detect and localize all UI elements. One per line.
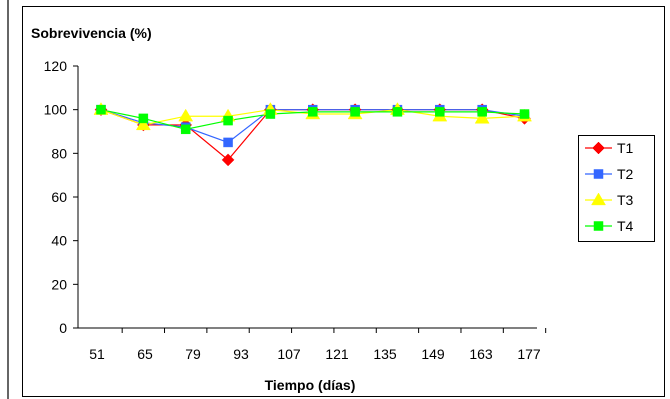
x-tick-label: 93 xyxy=(233,346,249,362)
data-point-t3 xyxy=(135,117,151,131)
data-point-t4 xyxy=(350,107,360,117)
legend-label-t1: T1 xyxy=(617,140,634,156)
data-point-t4 xyxy=(519,109,530,119)
y-tick-label: 0 xyxy=(59,320,67,336)
data-point-t4 xyxy=(435,107,445,117)
x-tick-label: 121 xyxy=(325,346,349,362)
x-tick-label: 51 xyxy=(89,346,105,362)
y-tick-label: 60 xyxy=(51,189,67,205)
legend-label-t4: T4 xyxy=(617,218,634,234)
y-tick-label: 40 xyxy=(51,233,67,249)
data-point-t3 xyxy=(178,108,194,122)
data-point-t1 xyxy=(221,153,235,167)
x-tick-label: 79 xyxy=(185,346,201,362)
chart-area-border xyxy=(22,6,665,397)
y-tick-label: 120 xyxy=(44,58,68,74)
x-tick-label: 177 xyxy=(517,346,541,362)
data-point-t4 xyxy=(223,115,233,126)
y-axis-title: Sobrevivencia (%) xyxy=(31,25,152,41)
y-tick-label: 80 xyxy=(51,145,67,161)
y-tick-label: 20 xyxy=(51,276,67,292)
data-point-t4 xyxy=(96,104,106,115)
x-tick-label: 163 xyxy=(469,346,493,362)
x-axis-ticks: 51 65 79 93 107 121 135 149 163 177 xyxy=(89,328,547,362)
x-tick-label: 107 xyxy=(277,346,301,362)
x-tick-label: 149 xyxy=(421,346,445,362)
legend-box xyxy=(578,135,655,242)
data-point-t4 xyxy=(477,107,487,117)
legend-label-t3: T3 xyxy=(617,192,634,208)
legend-label-t2: T2 xyxy=(617,166,634,182)
series-markers xyxy=(93,102,532,167)
data-point-t4 xyxy=(308,107,318,117)
y-axis-ticks: 0 20 40 60 80 100 120 xyxy=(44,58,78,336)
x-tick-label: 135 xyxy=(373,346,397,362)
legend: T1 T2 T3 T4 xyxy=(585,140,634,234)
data-point-t4 xyxy=(265,109,276,119)
data-point-t4 xyxy=(180,124,191,135)
legend-marker-t2 xyxy=(593,169,604,179)
data-point-t4 xyxy=(138,113,149,124)
legend-marker-t1 xyxy=(592,141,605,155)
legend-marker-t4 xyxy=(593,221,604,231)
x-tick-label: 65 xyxy=(137,346,153,362)
y-tick-label: 100 xyxy=(44,102,68,118)
x-axis-title: Tiempo (días) xyxy=(265,377,356,393)
data-point-t3 xyxy=(474,110,490,124)
data-point-t4 xyxy=(392,107,403,117)
data-point-t2 xyxy=(223,137,233,148)
legend-marker-t3 xyxy=(591,192,606,206)
